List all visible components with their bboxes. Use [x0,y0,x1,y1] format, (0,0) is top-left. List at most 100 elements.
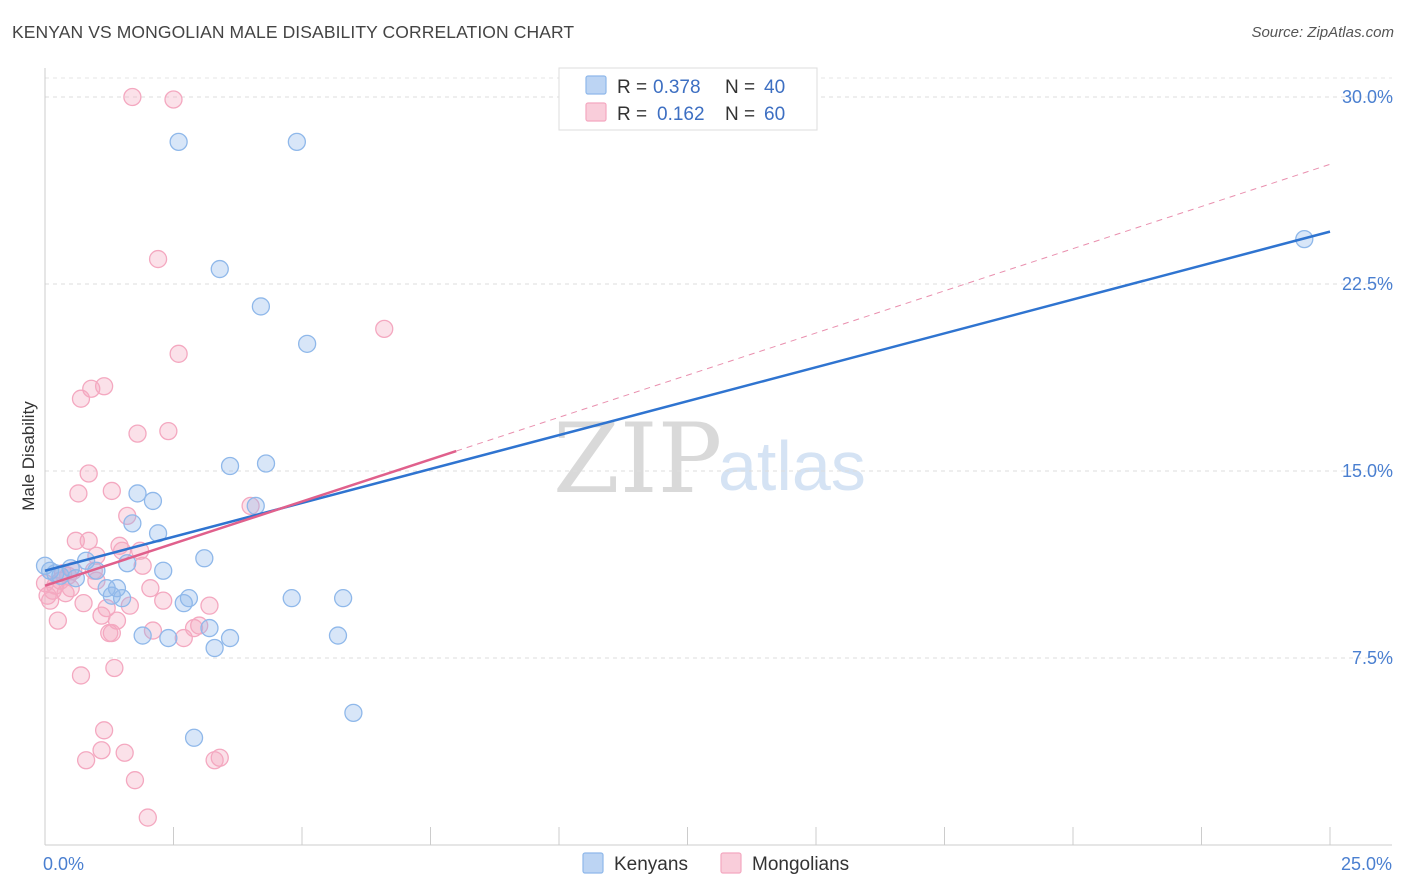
mongolian-point [210,748,229,767]
x-ticks [44,827,1331,845]
kenyan-point [123,514,142,533]
mongolian-point [94,721,114,740]
y-tick-label: 30.0% [1342,87,1393,107]
legend-r-value-kenyans: 0.378 [653,77,701,98]
mongolian-point [107,611,127,630]
kenyan-point [112,589,132,608]
y-tick-label: 22.5% [1342,274,1393,294]
legend-n-value-mongolians: 60 [764,104,785,125]
kenyan-trend-line [44,230,1331,572]
bottom-legend-label-mongolians: Mongolians [752,854,849,875]
kenyan-point [256,454,276,473]
mongolian-point [169,344,188,363]
bottom-legend-label-kenyans: Kenyans [614,854,688,875]
mongolian-trend-line [44,449,457,587]
kenyan-point [143,491,163,511]
mongolian-point [74,593,93,613]
mongolian-point [79,464,98,483]
mongolian-point [76,751,96,770]
mongolian-point [115,743,134,762]
legend-n-label-mongolians: N = [725,104,755,125]
kenyan-point [282,589,301,608]
x-tick-label-min: 0.0% [43,854,84,874]
kenyan-point [333,589,353,608]
mongolian-point [79,531,98,550]
mongolian-point [105,658,124,678]
legend-swatch-kenyans [585,75,607,95]
kenyan-point [195,549,214,568]
legend-swatch-mongolians [585,102,607,122]
mongolian-point [141,579,160,598]
series-legend: Kenyans Mongolians [582,852,849,875]
kenyan-point [184,728,204,747]
gridlines [45,77,1392,659]
mongolian-point [159,421,178,441]
kenyan-point [200,618,219,638]
legend-r-label-mongolians: R = [617,104,647,125]
mongolian-point [148,249,168,269]
series-mongolians-points [35,87,394,827]
mongolian-point [123,87,142,107]
watermark-atlas: atlas [718,427,866,505]
legend-r-value-mongolians: 0.162 [657,104,705,125]
mongolian-point [94,377,114,396]
y-tick-labels: 7.5% 15.0% 22.5% 30.0% [1342,87,1393,668]
kenyan-point [344,703,363,723]
y-tick-label: 7.5% [1352,648,1393,668]
kenyan-point [220,628,240,648]
mongolian-point [102,481,121,501]
mongolian-point [375,319,394,339]
watermark: ZIP atlas [553,403,866,515]
kenyan-point [205,638,224,658]
y-axis-label: Male Disability [19,401,38,511]
kenyan-point [328,626,348,645]
mongolian-point [128,424,147,443]
mongolian-point [66,531,85,550]
kenyan-point [128,484,147,503]
legend-r-label-kenyans: R = [617,77,647,98]
kenyan-point [179,589,199,608]
kenyan-point [107,579,127,598]
mongolian-point [61,579,80,598]
mongolian-point [56,584,75,603]
axes [44,68,1392,846]
watermark-zip: ZIP [553,403,722,515]
kenyan-point [287,132,307,152]
legend-n-value-kenyans: 40 [764,77,785,98]
kenyan-point [210,259,229,279]
kenyan-point [133,626,152,645]
trend-lines [44,163,1331,587]
mongolian-point [143,621,163,640]
mongolian-point [154,591,173,610]
mongolian-point [164,90,183,109]
kenyan-point [246,496,265,516]
mongolian-trend-extension [456,163,1331,452]
legend-n-label-kenyans: N = [725,77,755,98]
kenyan-point [251,297,271,316]
mongolian-point [200,596,219,615]
x-tick-label-max: 25.0% [1341,854,1392,874]
series-kenyans-points [35,132,1314,747]
mongolian-point [38,586,57,605]
mongolian-point [87,571,106,590]
kenyan-point [297,334,317,353]
chart-source: Source: ZipAtlas.com [1251,24,1394,41]
mongolian-point [69,484,88,503]
chart-title: KENYAN VS MONGOLIAN MALE DISABILITY CORR… [12,22,575,42]
bottom-legend-swatch-mongolians [720,852,742,874]
mongolian-point [241,496,260,516]
kenyan-point [174,593,193,613]
mongolian-point [138,808,157,827]
mongolian-point [120,596,139,615]
mongolian-point [48,611,67,630]
correlation-legend: R = 0.378 N = 40 R = 0.162 N = 60 [558,67,818,131]
mongolian-point [92,741,111,760]
kenyan-point [220,456,240,476]
kenyan-point [169,132,188,152]
y-tick-label: 15.0% [1342,461,1393,481]
mongolian-point [125,771,145,790]
kenyan-point [154,561,173,580]
kenyan-point [159,628,178,648]
bottom-legend-swatch-kenyans [582,852,604,874]
